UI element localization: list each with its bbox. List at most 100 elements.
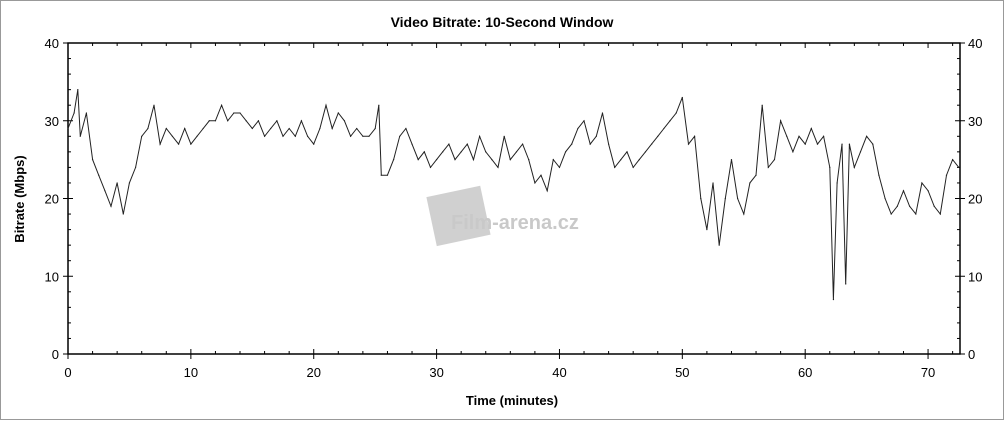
data-point bbox=[509, 159, 511, 161]
data-point bbox=[792, 151, 794, 153]
data-point bbox=[540, 174, 542, 176]
data-point bbox=[128, 182, 131, 184]
data-point bbox=[325, 104, 327, 106]
data-point bbox=[171, 135, 174, 137]
data-point bbox=[239, 112, 241, 114]
y-tick-label-left: 20 bbox=[45, 192, 59, 207]
data-point bbox=[767, 166, 769, 168]
data-point bbox=[282, 135, 284, 137]
data-point bbox=[159, 143, 161, 145]
x-axis-label: Time (minutes) bbox=[466, 393, 558, 408]
data-point bbox=[85, 112, 88, 114]
data-point bbox=[859, 151, 862, 153]
data-point bbox=[534, 182, 536, 184]
y-tick-label-left: 40 bbox=[45, 36, 59, 51]
data-point bbox=[190, 143, 192, 145]
data-point bbox=[786, 135, 788, 137]
data-point bbox=[392, 159, 395, 161]
data-point bbox=[77, 89, 79, 91]
data-point bbox=[306, 135, 309, 137]
plot-frame bbox=[67, 42, 961, 355]
x-tick-label: 40 bbox=[552, 365, 566, 380]
data-point bbox=[429, 166, 432, 168]
data-point bbox=[724, 197, 726, 200]
data-point bbox=[399, 135, 401, 137]
data-point bbox=[122, 213, 124, 215]
data-point bbox=[589, 143, 591, 145]
y-tick-label-left: 30 bbox=[45, 114, 59, 129]
data-point bbox=[743, 213, 745, 215]
data-point bbox=[614, 166, 616, 168]
data-point bbox=[202, 127, 204, 130]
data-point bbox=[632, 166, 634, 168]
data-point bbox=[263, 135, 266, 137]
data-point bbox=[552, 159, 554, 161]
data-point bbox=[104, 190, 106, 192]
data-point bbox=[694, 135, 696, 137]
data-point bbox=[687, 143, 690, 145]
data-point bbox=[423, 151, 425, 153]
data-point bbox=[177, 143, 180, 145]
data-point bbox=[921, 182, 923, 184]
data-point bbox=[515, 151, 518, 153]
data-point bbox=[257, 120, 260, 122]
data-point bbox=[675, 112, 677, 114]
data-point bbox=[380, 174, 382, 176]
data-point bbox=[91, 159, 94, 161]
x-tick-label: 20 bbox=[306, 365, 320, 380]
data-point bbox=[909, 205, 911, 207]
data-point bbox=[386, 174, 389, 176]
data-point bbox=[319, 127, 321, 130]
data-point bbox=[251, 127, 253, 130]
data-point bbox=[565, 151, 567, 153]
data-point bbox=[571, 143, 573, 145]
clapperboard-icon bbox=[426, 185, 491, 247]
data-point bbox=[522, 143, 524, 145]
data-point bbox=[601, 112, 604, 114]
data-point bbox=[79, 135, 81, 137]
data-point bbox=[214, 120, 217, 122]
data-point bbox=[276, 120, 278, 122]
x-tick-label: 70 bbox=[921, 365, 935, 380]
data-point bbox=[761, 104, 763, 106]
data-point bbox=[313, 143, 315, 145]
x-tick-label: 30 bbox=[429, 365, 443, 380]
data-point bbox=[706, 229, 708, 231]
data-point bbox=[466, 143, 468, 145]
data-point bbox=[208, 120, 210, 122]
data-point bbox=[411, 143, 413, 145]
data-point bbox=[718, 244, 720, 246]
chart-title: Video Bitrate: 10-Second Window bbox=[391, 14, 614, 30]
data-point bbox=[730, 159, 733, 161]
data-point bbox=[435, 159, 438, 161]
data-point bbox=[485, 151, 487, 153]
data-point bbox=[134, 166, 137, 168]
data-point bbox=[98, 174, 100, 176]
y-tick-label-right: 40 bbox=[968, 36, 982, 51]
y-tick-label-left: 10 bbox=[45, 269, 59, 284]
bitrate-series-line bbox=[67, 89, 960, 300]
data-point bbox=[374, 127, 376, 130]
data-point bbox=[331, 127, 333, 130]
data-point bbox=[147, 127, 149, 130]
watermark-text: Film-arena.cz bbox=[451, 212, 579, 234]
data-point bbox=[939, 213, 941, 215]
data-point bbox=[595, 135, 597, 137]
data-point bbox=[836, 182, 838, 184]
data-point bbox=[644, 151, 647, 153]
data-point bbox=[270, 127, 272, 130]
data-point bbox=[866, 135, 868, 137]
data-point bbox=[663, 127, 665, 130]
data-point bbox=[478, 135, 481, 137]
data-point bbox=[823, 135, 825, 137]
data-point bbox=[546, 190, 548, 192]
data-point bbox=[454, 159, 456, 161]
data-point bbox=[153, 104, 155, 106]
data-point bbox=[165, 127, 167, 130]
data-point bbox=[528, 159, 530, 161]
data-point bbox=[829, 166, 831, 168]
data-point bbox=[853, 166, 855, 168]
x-tick-label: 50 bbox=[675, 365, 689, 380]
data-point bbox=[294, 135, 296, 137]
data-point bbox=[810, 127, 812, 130]
